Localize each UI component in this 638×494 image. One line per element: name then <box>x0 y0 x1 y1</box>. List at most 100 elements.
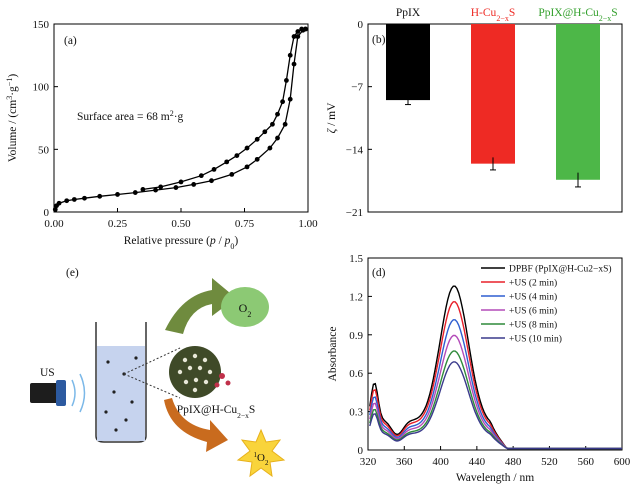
legend-entry: +US (8 min) <box>509 320 557 331</box>
panel-e-schematic: (e) US <box>30 267 286 478</box>
isotherm-point <box>115 192 120 197</box>
x-tick-label: 560 <box>577 456 594 468</box>
panel-a-series <box>52 26 308 212</box>
panel-e-label: (e) <box>66 267 79 279</box>
x-tick-label: 0.25 <box>108 218 128 230</box>
legend-entry: DPBF (PpIX@H-Cu2−xS) <box>509 264 612 275</box>
y-tick-label: 0 <box>44 207 50 219</box>
zeta-bar <box>386 24 430 101</box>
panel-d-series <box>369 285 622 450</box>
isotherm-point <box>254 136 260 142</box>
x-tick-label: 320 <box>360 456 377 468</box>
surface-area-annotation: Surface area = 68 m2·g <box>77 109 184 124</box>
zeta-bar <box>556 24 600 180</box>
legend-entry: +US (4 min) <box>509 292 557 303</box>
panel-d-label: (d) <box>372 267 386 279</box>
y-tick-label: −14 <box>346 144 364 156</box>
isotherm-point <box>291 61 297 67</box>
isotherm-point <box>209 178 214 184</box>
y-tick-label: 0.6 <box>349 368 363 380</box>
isotherm-point <box>97 193 103 199</box>
ultrasound-transducer-icon <box>30 380 66 406</box>
isotherm-point <box>178 179 184 185</box>
isotherm-point <box>291 34 297 39</box>
isotherm-point <box>82 195 87 201</box>
panel-b-zeta: (b) PpIX H-Cu2−xS PpIX@H-Cu2−xS 0 −7 −14 −2… <box>326 7 623 219</box>
panel-d-y-ticks: 0 0.3 0.6 0.9 1.2 1.5 <box>349 253 372 457</box>
x-tick-label: 0.00 <box>44 218 64 230</box>
isotherm-point <box>282 121 288 127</box>
absorbance-line-2 <box>369 319 622 450</box>
panel-a-y-axis-label: Volume / (cm3·g−1) <box>5 74 20 163</box>
y-tick-label: 1.2 <box>349 291 363 303</box>
bar-label-pp9-hcus: PpIX@H-Cu2−xS <box>538 7 617 23</box>
isotherm-point <box>140 187 146 192</box>
isotherm-point <box>280 99 285 105</box>
legend-entry: +US (10 min) <box>509 334 562 345</box>
x-tick-label: 360 <box>396 456 413 468</box>
isotherm-point <box>254 156 260 162</box>
panel-d-legend: DPBF (PpIX@H-Cu2−xS) +US (2 min) +US (4 mi… <box>481 264 612 345</box>
isotherm-point <box>295 29 301 34</box>
isotherm-point <box>275 135 280 141</box>
isotherm-point <box>287 96 293 102</box>
panel-b-y-ticks: 0 −7 −14 −21 <box>346 19 372 219</box>
isotherm-point <box>284 78 289 83</box>
isotherm-point <box>132 190 138 195</box>
y-tick-label: −7 <box>351 82 363 94</box>
y-tick-label: 150 <box>33 19 50 31</box>
y-tick-label: 100 <box>33 82 50 94</box>
o2-arrow-icon <box>165 278 236 334</box>
isotherm-point <box>244 164 250 170</box>
isotherm-point <box>234 153 240 159</box>
isotherm-point <box>303 26 308 32</box>
panel-b-y-axis-label: ζ / mV <box>326 102 338 134</box>
isotherm-point <box>52 207 58 212</box>
isotherm-point <box>158 184 164 190</box>
x-tick-label: 400 <box>432 456 449 468</box>
singlet-oxygen-arrow-icon <box>164 398 228 452</box>
isotherm-point <box>173 185 179 190</box>
panel-a-x-ticks: 0.00 0.25 0.50 0.75 1.00 <box>44 208 318 230</box>
legend-entry: +US (6 min) <box>509 306 557 317</box>
panel-d-frame <box>367 257 623 451</box>
singlet-oxygen-burst-icon <box>236 428 286 478</box>
cuvette-icon <box>95 322 147 443</box>
y-tick-label: −21 <box>346 207 363 219</box>
x-tick-label: 440 <box>469 456 486 468</box>
panel-d-x-axis-label: Wavelength / nm <box>456 472 534 484</box>
y-tick-label: 0.3 <box>349 407 363 419</box>
absorbance-line-5 <box>369 361 622 450</box>
y-tick-label: 0 <box>358 445 364 457</box>
isotherm-point <box>198 173 204 179</box>
panel-a-isotherm: (a) Surface area = 68 m2·g 0 50 100 150 0.0… <box>5 19 319 251</box>
isotherm-point <box>71 197 77 202</box>
isotherm-point <box>267 145 273 151</box>
isotherm-point <box>275 111 280 117</box>
isotherm-point <box>224 159 230 165</box>
bar-label-pp9: PpIX <box>396 7 421 19</box>
isotherm-line-1 <box>142 28 306 191</box>
nanoparticle-icon <box>169 346 231 398</box>
isotherm-point <box>211 166 217 172</box>
isotherm-point <box>153 187 159 193</box>
legend-entry: +US (2 min) <box>509 278 557 289</box>
y-tick-label: 0 <box>358 19 364 31</box>
x-tick-label: 0.75 <box>235 218 255 230</box>
panel-d-absorbance: (d) 0 0.3 0.6 0.9 1.2 1.5 320 360 400 440 480 520 5… <box>327 253 631 484</box>
y-tick-label: 1.5 <box>349 253 363 265</box>
zeta-bar <box>471 24 515 164</box>
isotherm-point <box>191 182 197 187</box>
x-tick-label: 520 <box>541 456 558 468</box>
us-label: US <box>40 367 55 379</box>
panel-b-bars <box>386 24 600 188</box>
isotherm-point <box>299 26 305 32</box>
panel-d-x-ticks: 320 360 400 440 480 520 560 600 <box>360 446 631 468</box>
isotherm-point <box>295 34 301 39</box>
panel-a-y-ticks: 0 50 100 150 <box>33 19 58 219</box>
panel-a-label: (a) <box>64 35 77 47</box>
isotherm-point <box>56 200 62 206</box>
panel-b-label: (b) <box>372 34 386 46</box>
bar-label-hcus: H-Cu2−xS <box>471 7 515 23</box>
x-tick-label: 0.50 <box>171 218 191 230</box>
